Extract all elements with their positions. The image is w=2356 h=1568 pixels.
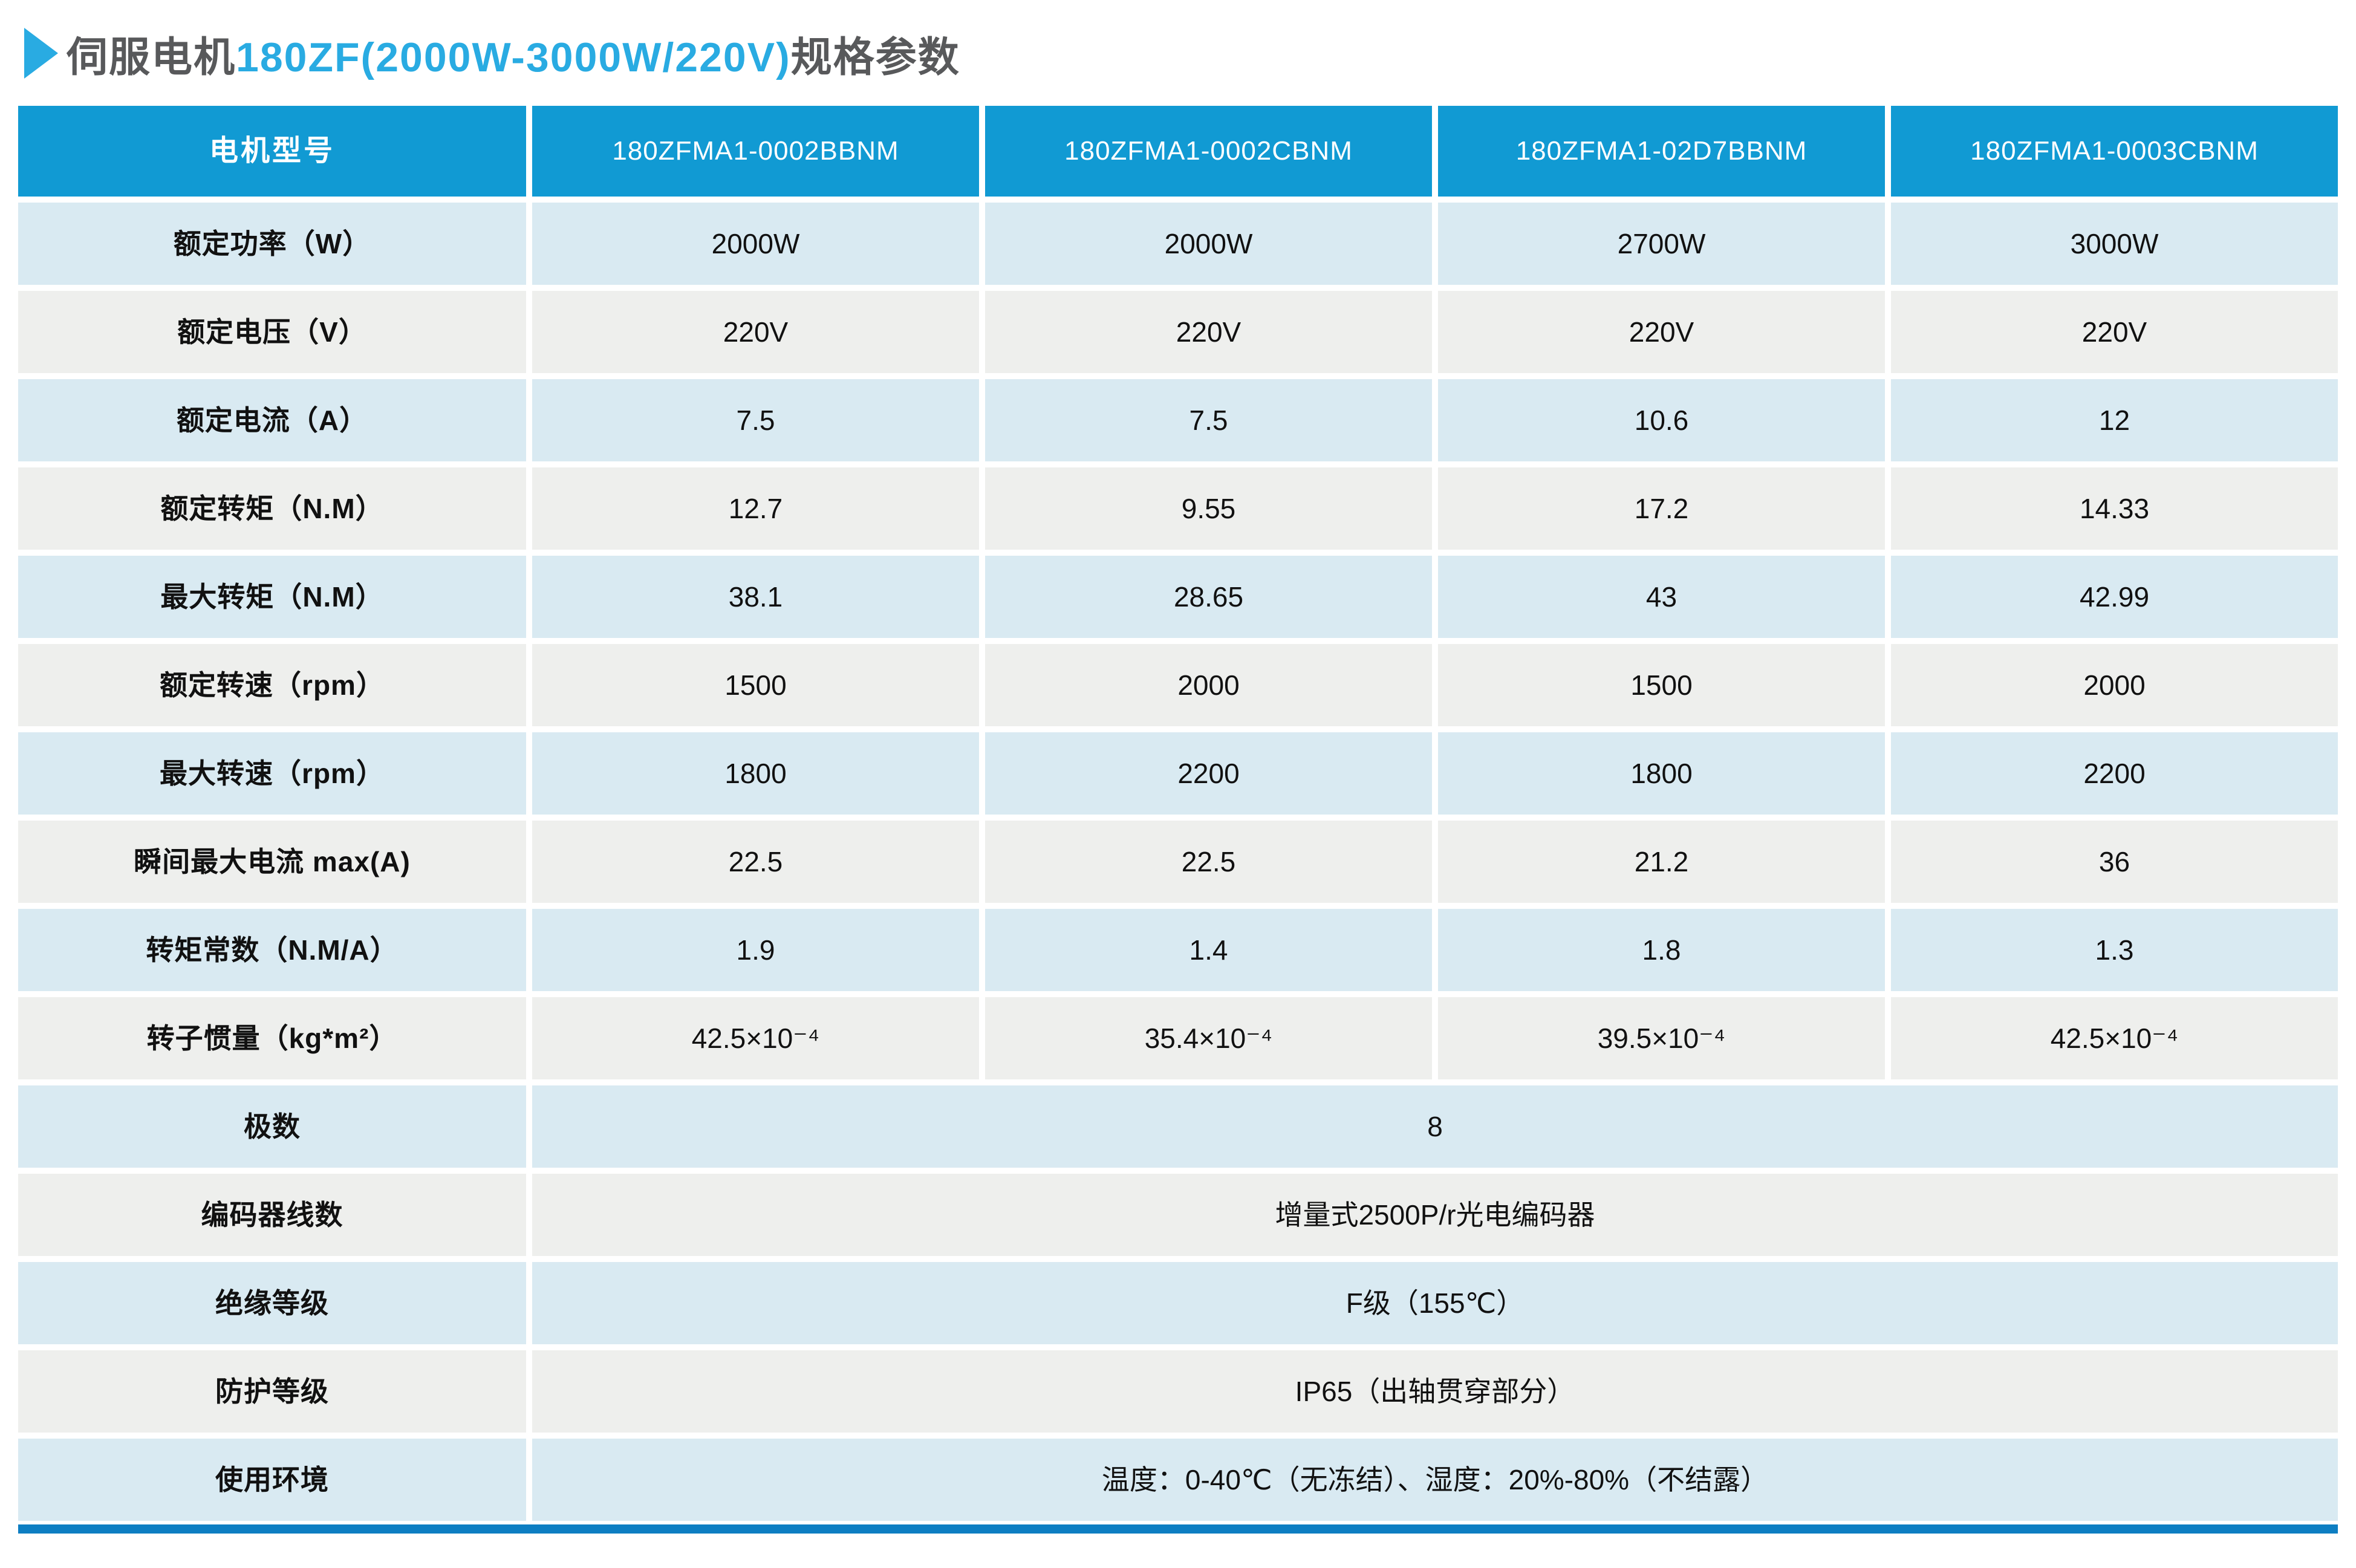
value-cell: 17.2 xyxy=(1438,467,1885,550)
value-cell: 2000 xyxy=(1891,644,2338,726)
merged-value-cell: IP65（出轴贯穿部分） xyxy=(532,1350,2338,1433)
row-label-operating-environment: 使用环境 xyxy=(18,1439,526,1521)
value-cell: 36 xyxy=(1891,821,2338,903)
value-cell: 38.1 xyxy=(532,556,979,638)
column-header-model-1: 180ZFMA1-0002BBNM xyxy=(532,106,979,197)
value-cell: 22.5 xyxy=(532,821,979,903)
value-cell: 2200 xyxy=(1891,732,2338,815)
value-cell: 35.4×10⁻⁴ xyxy=(985,997,1432,1079)
column-header-model-4: 180ZFMA1-0003CBNM xyxy=(1891,106,2338,197)
value-cell: 1500 xyxy=(532,644,979,726)
title-highlight: 180ZF(2000W-3000W/220V) xyxy=(236,34,791,80)
value-cell: 3000W xyxy=(1891,203,2338,285)
value-cell: 1800 xyxy=(1438,732,1885,815)
row-label-max-speed: 最大转速（rpm） xyxy=(18,732,526,815)
row-label-max-torque: 最大转矩（N.M） xyxy=(18,556,526,638)
page-title-text: 伺服电机180ZF(2000W-3000W/220V)规格参数 xyxy=(67,24,960,83)
value-cell: 220V xyxy=(1438,291,1885,373)
row-label-rated-speed: 额定转速（rpm） xyxy=(18,644,526,726)
row-label-rated-voltage: 额定电压（V） xyxy=(18,291,526,373)
value-cell: 2000 xyxy=(985,644,1432,726)
arrow-right-icon xyxy=(24,28,58,79)
value-cell: 28.65 xyxy=(985,556,1432,638)
value-cell: 1.4 xyxy=(985,909,1432,991)
bottom-accent-bar xyxy=(18,1524,2338,1534)
value-cell: 7.5 xyxy=(985,379,1432,461)
row-label-rotor-inertia: 转子惯量（kg*m²） xyxy=(18,997,526,1079)
value-cell: 7.5 xyxy=(532,379,979,461)
row-label-rated-torque: 额定转矩（N.M） xyxy=(18,467,526,550)
row-label-insulation-class: 绝缘等级 xyxy=(18,1262,526,1344)
value-cell: 12 xyxy=(1891,379,2338,461)
value-cell: 2200 xyxy=(985,732,1432,815)
value-cell: 42.5×10⁻⁴ xyxy=(532,997,979,1079)
header-model-label: 电机型号 xyxy=(18,106,526,197)
value-cell: 42.5×10⁻⁴ xyxy=(1891,997,2338,1079)
merged-value-cell: 8 xyxy=(532,1085,2338,1168)
value-cell: 1500 xyxy=(1438,644,1885,726)
column-header-model-3: 180ZFMA1-02D7BBNM xyxy=(1438,106,1885,197)
row-label-rated-power: 额定功率（W） xyxy=(18,203,526,285)
value-cell: 21.2 xyxy=(1438,821,1885,903)
value-cell: 1.9 xyxy=(532,909,979,991)
row-label-pole-count: 极数 xyxy=(18,1085,526,1168)
value-cell: 2000W xyxy=(985,203,1432,285)
value-cell: 39.5×10⁻⁴ xyxy=(1438,997,1885,1079)
title-prefix: 伺服电机 xyxy=(67,34,236,80)
value-cell: 9.55 xyxy=(985,467,1432,550)
row-label-torque-constant: 转矩常数（N.M/A） xyxy=(18,909,526,991)
merged-value-cell: 增量式2500P/r光电编码器 xyxy=(532,1174,2338,1256)
value-cell: 1.3 xyxy=(1891,909,2338,991)
column-header-model-2: 180ZFMA1-0002CBNM xyxy=(985,106,1432,197)
value-cell: 42.99 xyxy=(1891,556,2338,638)
row-label-encoder-lines: 编码器线数 xyxy=(18,1174,526,1256)
value-cell: 43 xyxy=(1438,556,1885,638)
value-cell: 1800 xyxy=(532,732,979,815)
title-suffix: 规格参数 xyxy=(790,34,960,80)
value-cell: 1.8 xyxy=(1438,909,1885,991)
value-cell: 12.7 xyxy=(532,467,979,550)
value-cell: 10.6 xyxy=(1438,379,1885,461)
value-cell: 220V xyxy=(1891,291,2338,373)
value-cell: 220V xyxy=(985,291,1432,373)
value-cell: 14.33 xyxy=(1891,467,2338,550)
value-cell: 22.5 xyxy=(985,821,1432,903)
value-cell: 220V xyxy=(532,291,979,373)
value-cell: 2000W xyxy=(532,203,979,285)
row-label-instant-max-current: 瞬间最大电流 max(A) xyxy=(18,821,526,903)
merged-value-cell: 温度：0-40℃（无冻结）、湿度：20%-80%（不结露） xyxy=(532,1439,2338,1521)
row-label-protection-class: 防护等级 xyxy=(18,1350,526,1433)
row-label-rated-current: 额定电流（A） xyxy=(18,379,526,461)
merged-value-cell: F级（155℃） xyxy=(532,1262,2338,1344)
value-cell: 2700W xyxy=(1438,203,1885,285)
motor-spec-table: 电机型号 180ZFMA1-0002BBNM 180ZFMA1-0002CBNM… xyxy=(18,106,2338,1521)
page-title: 伺服电机180ZF(2000W-3000W/220V)规格参数 xyxy=(24,23,2356,83)
